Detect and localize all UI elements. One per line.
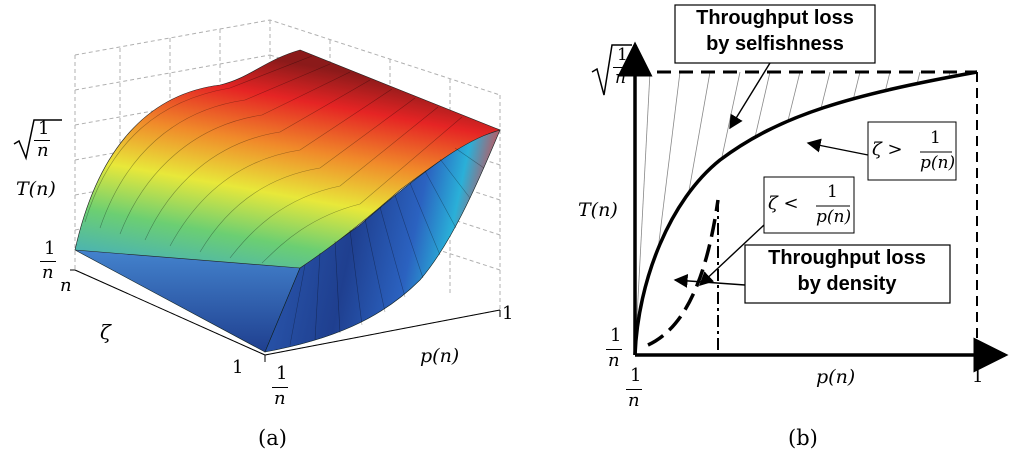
y-bottom-num: 1 <box>610 325 622 346</box>
p-axis-label: p(n) <box>420 345 460 367</box>
surface-side-face <box>264 129 501 353</box>
y-top-num: 1 <box>617 45 628 65</box>
z-axis-label: T(n) <box>16 178 56 200</box>
arrow-cond-less <box>698 224 765 286</box>
x-end-label: 1 <box>972 366 984 387</box>
box-cond-greater <box>867 121 957 181</box>
box-selfishness-line1: Throughput loss <box>696 7 854 29</box>
arrow-cond-greater <box>806 138 869 156</box>
sqrt-symbol <box>13 119 62 161</box>
diagram-plot <box>591 4 1009 373</box>
cond-less-num: 1 <box>827 182 838 202</box>
arrow-selfishness <box>729 62 771 130</box>
sqrt-symbol-b <box>591 44 632 96</box>
box-selfishness <box>674 4 876 64</box>
box-density <box>744 244 951 304</box>
y-top-den: n <box>615 68 626 88</box>
cond-greater-den: p(n) <box>920 153 956 173</box>
x-start-num: 1 <box>630 365 642 386</box>
curve-zeta-less <box>647 199 720 347</box>
zeta-end-label: 1 <box>232 357 244 378</box>
zeta-start-label: n <box>60 275 72 296</box>
panel-b: Throughput loss by selfishness Throughpu… <box>520 0 1024 457</box>
p-start-num: 1 <box>276 363 288 384</box>
y-axis-label: T(n) <box>578 199 618 221</box>
curve-zeta-greater <box>633 70 978 356</box>
z-bottom-den: n <box>42 262 54 283</box>
box-cond-less <box>763 176 855 234</box>
p-start-den: n <box>274 388 286 409</box>
box-density-line2: by density <box>797 273 897 295</box>
y-bottom-den: n <box>608 350 620 371</box>
cond-less-lhs: ζ < <box>768 193 799 214</box>
panel-a: 1 n T(n) 1 n n ζ 1 1 n p(n) 1 (a) <box>12 19 514 450</box>
caption-b: (b) <box>788 426 818 450</box>
arrow-density <box>673 273 746 288</box>
box-density-line1: Throughput loss <box>768 247 926 269</box>
surface-mesh <box>84 55 463 264</box>
z-bottom-num: 1 <box>44 238 56 259</box>
surface-plot <box>70 19 501 362</box>
z-top-den: n <box>37 140 49 161</box>
zeta-axis-label: ζ <box>100 320 111 344</box>
cond-less-den: p(n) <box>816 207 852 227</box>
cond-greater-num: 1 <box>930 128 941 148</box>
x-start-den: n <box>628 390 640 411</box>
caption-a: (a) <box>258 426 287 450</box>
z-top-label <box>12 116 64 167</box>
box-selfishness-line2: by selfishness <box>706 33 844 55</box>
x-axis-label: p(n) <box>816 366 856 388</box>
p-end-label: 1 <box>502 303 514 324</box>
cond-greater-lhs: ζ > <box>872 139 903 160</box>
surface-top-face <box>74 49 501 269</box>
z-top-num: 1 <box>38 118 50 139</box>
